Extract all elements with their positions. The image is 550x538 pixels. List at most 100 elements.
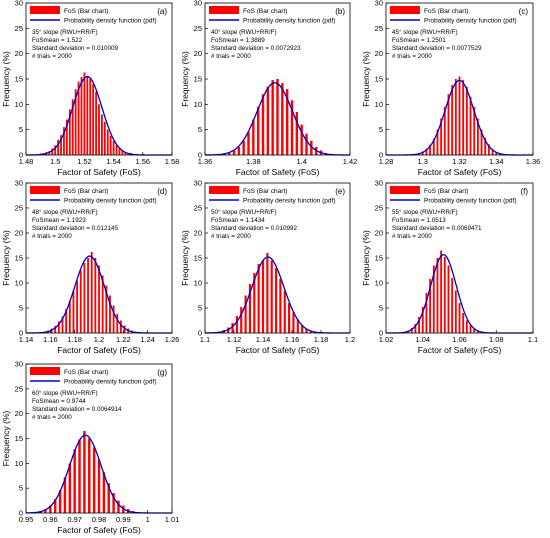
plot-frame [204, 2, 351, 156]
histogram-bar [101, 275, 104, 333]
histogram-bar [454, 79, 457, 155]
x-tick-label: 1.18 [314, 335, 329, 344]
annotation-text: Standard deviation = 0.0069471 [392, 225, 482, 232]
histogram-bar [92, 447, 96, 513]
histogram-bar [432, 265, 435, 333]
histogram-bar [487, 144, 490, 155]
histogram-bar [465, 86, 468, 155]
histogram-bar [92, 84, 95, 155]
y-tick-label: 15 [194, 254, 202, 263]
y-tick-label: 5 [379, 125, 383, 134]
histogram-bar [77, 81, 80, 155]
y-tick-label: 20 [375, 49, 383, 58]
histogram-bar [78, 439, 81, 513]
y-tick-label: 25 [375, 24, 383, 33]
x-tick-label: 1.36 [526, 157, 541, 166]
histogram-bar [90, 252, 93, 333]
x-tick-label: 1.54 [106, 157, 121, 166]
x-tick-label: 1.12 [227, 335, 242, 344]
y-tick-label: 20 [15, 409, 23, 418]
histogram-bar [58, 490, 62, 513]
histogram-bar [87, 258, 89, 333]
histogram-bar [60, 135, 62, 155]
y-tick-label: 0 [19, 151, 23, 160]
y-tick-label: 30 [194, 179, 202, 188]
histogram-bar [451, 85, 454, 155]
y-tick-label: 5 [19, 484, 23, 493]
y-tick-label: 25 [375, 204, 383, 213]
histogram-bar [107, 483, 110, 513]
histogram-bar [454, 290, 457, 333]
histogram-bar [97, 459, 101, 513]
histogram-bar [476, 118, 479, 155]
histogram-bar [432, 138, 435, 155]
annotation-text: Standard deviation = 0.010992 [211, 225, 297, 232]
histogram-bar [261, 260, 265, 333]
histogram-bar [72, 290, 75, 333]
histogram-bar [462, 313, 465, 333]
histogram-bar [305, 328, 308, 333]
histogram-bar [119, 320, 122, 333]
y-tick-label: 10 [375, 279, 383, 288]
histogram-bar [68, 463, 72, 513]
chart-panel: 1.1 1.12 1.14 1.16 1.18 1.2 0 5 10 15 20 25 30 FoS (B… [180, 179, 355, 356]
annotation-text: # trials = 2000 [32, 53, 72, 60]
legend-pdf-label: Probability density function (pdf) [243, 198, 336, 205]
histogram-bar [112, 493, 115, 513]
histogram-bar [49, 505, 52, 513]
y-tick-label: 5 [19, 304, 23, 313]
histogram-bar [484, 137, 487, 155]
histogram-bar [240, 307, 243, 333]
pdf-curve [204, 256, 350, 334]
histogram-bar [248, 284, 252, 333]
histogram-bar [440, 250, 443, 333]
x-axis-title: Factor of Safety (FoS) [57, 345, 141, 355]
histogram-bar [440, 118, 443, 155]
histogram-bar [491, 148, 494, 155]
histogram-bar [51, 148, 54, 155]
histogram-bar [458, 303, 461, 333]
histogram-bar [447, 265, 450, 333]
y-tick-label: 0 [19, 509, 23, 518]
histogram-bar [74, 89, 77, 155]
histogram-bar [71, 99, 74, 155]
x-tick-label: 1.16 [43, 335, 58, 344]
histogram-bar [68, 300, 71, 333]
y-axis-title: Frequency (%) [180, 230, 190, 286]
histogram-bar [480, 129, 483, 155]
x-tick-label: 1.34 [489, 157, 504, 166]
plot-frame [385, 2, 534, 156]
x-axis-title: Factor of Safety (FoS) [57, 167, 141, 177]
histogram-bar [44, 509, 47, 513]
histogram-bar [274, 268, 278, 333]
histogram-bar [451, 278, 454, 333]
chart-panel: 1.48 1.5 1.52 1.54 1.56 1.58 0 5 10 15 20 25 30 FoS (… [1, 0, 179, 177]
x-tick-label: 1.36 [198, 157, 213, 166]
histogram-bar [283, 290, 286, 333]
annotation-text: 60° slope (RWU+RR/F) [32, 389, 98, 397]
histogram-bar [57, 139, 60, 155]
histogram-bar [124, 151, 127, 155]
annotation-text: FoSmean = 1.3889 [211, 37, 265, 44]
y-tick-label: 10 [15, 279, 23, 288]
y-tick-label: 0 [198, 329, 202, 338]
histogram-bar [231, 323, 234, 333]
histogram-bar [458, 76, 461, 155]
histogram-bar [83, 263, 86, 333]
annotation-text: 55° slope (RWU+RR/F) [392, 208, 458, 216]
histogram-bar [83, 72, 86, 155]
x-tick-label: 0.95 [19, 515, 34, 524]
legend-pdf-label: Probability density function (pdf) [64, 18, 157, 25]
histogram-bar [421, 151, 424, 155]
histogram-bar [443, 106, 446, 155]
x-axis-title: Factor of Safety (FoS) [57, 525, 141, 535]
y-tick-label: 15 [375, 75, 383, 84]
histogram-bar [53, 499, 57, 513]
histogram-bar [118, 148, 121, 155]
chart-panel: 1.28 1.3 1.32 1.34 1.36 0 5 10 15 20 25 30 FoS (Bar … [361, 0, 540, 177]
y-tick-label: 0 [379, 329, 383, 338]
y-axis-title: Frequency (%) [361, 230, 371, 286]
histogram-bar [300, 124, 303, 155]
histogram-bar [469, 96, 472, 155]
annotation-text: FoSmean = 1.1923 [32, 217, 86, 224]
